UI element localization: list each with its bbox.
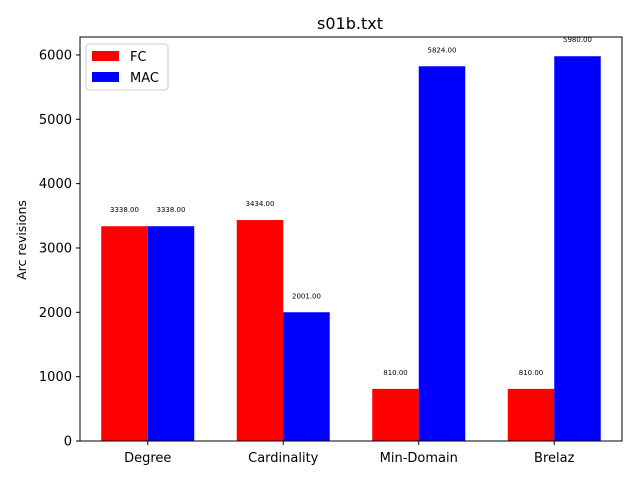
plot-frame (79, 36, 623, 442)
legend-label-fc: FC (130, 50, 147, 65)
x-tick-label-degree: Degree (124, 451, 171, 466)
legend-swatch-fc (92, 51, 119, 61)
bar-value-label-mac-brelaz: 5980.00 (563, 36, 592, 44)
bar-value-labels: 3338.00 3338.00 3434.00 2001.00 810.00 5824.0… (110, 36, 592, 377)
legend: FC MAC (85, 43, 169, 91)
bars-group (101, 56, 601, 441)
bar-value-label-mac-degree: 3338.00 (157, 206, 186, 214)
bar-value-label-fc-min-domain: 810.00 (383, 369, 408, 377)
y-axis-label: Arc revisions (14, 200, 29, 280)
y-tick-label: 2000 (39, 306, 72, 321)
y-tick-label: 4000 (39, 177, 72, 192)
legend-label-mac: MAC (130, 71, 159, 86)
bar-mac-brelaz (554, 56, 601, 441)
y-tick-label: 3000 (39, 241, 72, 256)
bar-value-label-fc-cardinality: 3434.00 (246, 200, 275, 208)
bar-fc-brelaz (507, 388, 555, 441)
y-axis-ticks: 0 1000 2000 3000 4000 5000 6000 (39, 48, 80, 450)
x-tick-label-min-domain: Min-Domain (380, 451, 458, 466)
bar-mac-cardinality (283, 312, 330, 441)
bar-fc-degree (101, 226, 148, 441)
legend-swatch-mac (92, 72, 119, 82)
bar-fc-min-domain (372, 388, 419, 441)
x-axis-ticks: Degree Cardinality Min-Domain Brelaz (124, 441, 575, 466)
x-tick-label-cardinality: Cardinality (248, 451, 319, 466)
bar-mac-degree (147, 226, 195, 441)
bar-value-label-mac-min-domain: 5824.00 (428, 46, 457, 54)
bar-fc-cardinality (236, 220, 284, 441)
y-tick-label: 1000 (39, 370, 72, 385)
y-tick-label: 0 (64, 435, 72, 450)
bar-value-label-fc-brelaz: 810.00 (519, 369, 544, 377)
bar-value-label-fc-degree: 3338.00 (110, 206, 139, 214)
chart-title: s01b.txt (317, 14, 383, 33)
y-tick-label: 6000 (39, 48, 72, 63)
bar-value-label-mac-cardinality: 2001.00 (292, 292, 321, 300)
bar-mac-min-domain (418, 66, 466, 441)
x-tick-label-brelaz: Brelaz (534, 451, 575, 466)
y-tick-label: 5000 (39, 113, 72, 128)
